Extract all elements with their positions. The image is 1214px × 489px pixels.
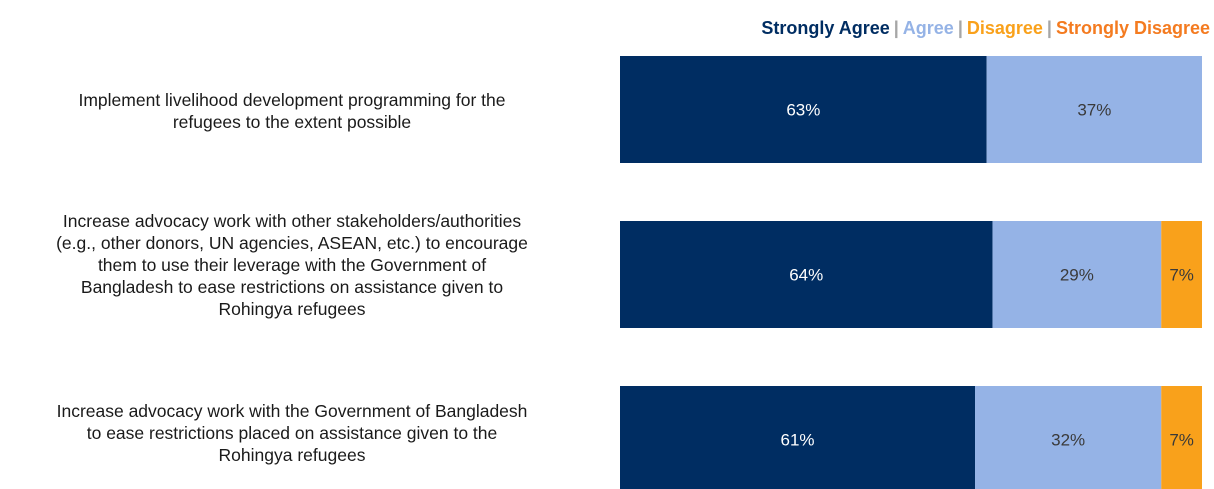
category-label-3: Increase advocacy work with the Governme… <box>0 400 602 466</box>
bar-segment-strongly-agree-3 <box>620 386 976 489</box>
legend-separator: | <box>1046 18 1052 38</box>
bar-segment-strongly-agree-2 <box>620 221 993 328</box>
category-label-line: Bangladesh to ease restrictions on assis… <box>80 277 504 297</box>
data-label-strongly-agree-1: 63% <box>786 101 820 120</box>
legend-item-strongly-agree: Strongly Agree <box>761 18 890 38</box>
bar-segment-agree-1 <box>986 56 1202 163</box>
bar-segment-disagree-3 <box>1161 386 1202 489</box>
legend-item-disagree: Disagree <box>966 18 1043 38</box>
legend-item-strongly-disagree: Strongly Disagree <box>1055 18 1210 38</box>
category-label-1: Implement livelihood development program… <box>0 89 602 133</box>
category-label-line: Rohingya refugees <box>218 299 366 319</box>
data-label-agree-3: 32% <box>1051 431 1085 450</box>
category-label-2: Increase advocacy work with other stakeh… <box>0 210 602 320</box>
category-label-line: them to use their leverage with the Gove… <box>97 255 487 275</box>
category-label-line: Implement livelihood development program… <box>78 90 506 110</box>
legend-separator: | <box>957 18 963 38</box>
chart-legend: Strongly Agree | Agree | Disagree | Strongly D… <box>761 18 1210 39</box>
legend-item-agree: Agree <box>902 18 954 38</box>
category-label-line: Increase advocacy work with other stakeh… <box>62 211 522 231</box>
bar-segment-agree-3 <box>975 386 1162 489</box>
category-label-line: Increase advocacy work with the Governme… <box>56 401 528 421</box>
data-label-strongly-agree-2: 64% <box>789 266 823 285</box>
bar-segment-agree-2 <box>992 221 1162 328</box>
bar-segment-strongly-agree-1 <box>620 56 987 163</box>
bar-segment-disagree-2 <box>1161 221 1202 328</box>
category-label-line: Rohingya refugees <box>218 445 366 465</box>
category-label-line: refugees to the extent possible <box>172 112 412 132</box>
data-label-disagree-2: 7% <box>1169 266 1194 285</box>
data-label-strongly-agree-3: 61% <box>780 431 814 450</box>
data-label-agree-1: 37% <box>1077 101 1111 120</box>
data-label-disagree-3: 7% <box>1169 431 1194 450</box>
legend-separator: | <box>893 18 899 38</box>
category-label-line: to ease restrictions placed on assistanc… <box>86 423 498 443</box>
category-label-line: (e.g., other donors, UN agencies, ASEAN,… <box>56 233 528 253</box>
data-label-agree-2: 29% <box>1060 266 1094 285</box>
